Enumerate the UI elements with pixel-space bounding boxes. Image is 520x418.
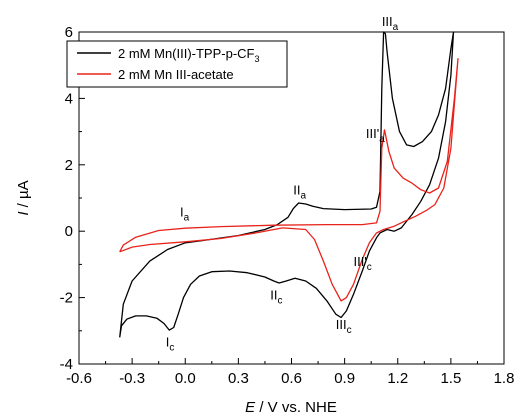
series-line-2 [119,57,459,302]
x-tick-label: 1.8 [494,370,515,387]
peak-label: IIIa [382,14,399,33]
peak-label: Ia [180,204,190,223]
y-tick-label: 4 [65,90,73,107]
x-tick-label: 0.9 [334,370,355,387]
legend-box [66,40,288,88]
x-tick-label: 0.6 [281,370,302,387]
peak-label: IIc [270,287,282,306]
x-tick-label: 1.2 [387,370,408,387]
peak-label: Ic [166,335,175,354]
y-tick-label: 0 [65,223,73,240]
peak-label: III'c [353,254,371,273]
x-tick-label: 0.3 [228,370,249,387]
x-tick-label: 0.0 [175,370,196,387]
x-tick-label: 1.5 [440,370,461,387]
peak-label: IIIc [336,317,352,336]
y-axis-title: I / µA [15,180,32,215]
y-tick-label: -2 [60,290,73,307]
y-tick-label: 2 [65,157,73,174]
legend-label-series-1: 2 mM Mn(III)-TPP-p-CF3 [118,46,260,64]
axes-layer: -0.6 -0.3 0.0 0.3 0.6 0.9 1.2 1.5 1.8 -4 -2 0 2 4 6 [60,24,515,387]
legend: 2 mM Mn(III)-TPP-p-CF3 2 mM Mn III-aceta… [66,40,288,88]
x-tick-label: -0.3 [119,370,145,387]
series-layer [119,31,459,338]
y-tick-label: 6 [65,24,73,41]
x-tick-label: -0.6 [66,370,92,387]
series-line-1 [119,31,455,338]
x-axis-title: E / V vs. NHE [245,399,337,416]
y-tick-label: -4 [60,356,73,373]
annotation-layer: IIIa III'a IIa Ia III'c IIc IIIc Ic [166,14,399,354]
legend-label-series-2: 2 mM Mn III-acetate [118,67,234,82]
peak-label: III'a [366,126,385,145]
peak-label: IIa [293,183,306,202]
